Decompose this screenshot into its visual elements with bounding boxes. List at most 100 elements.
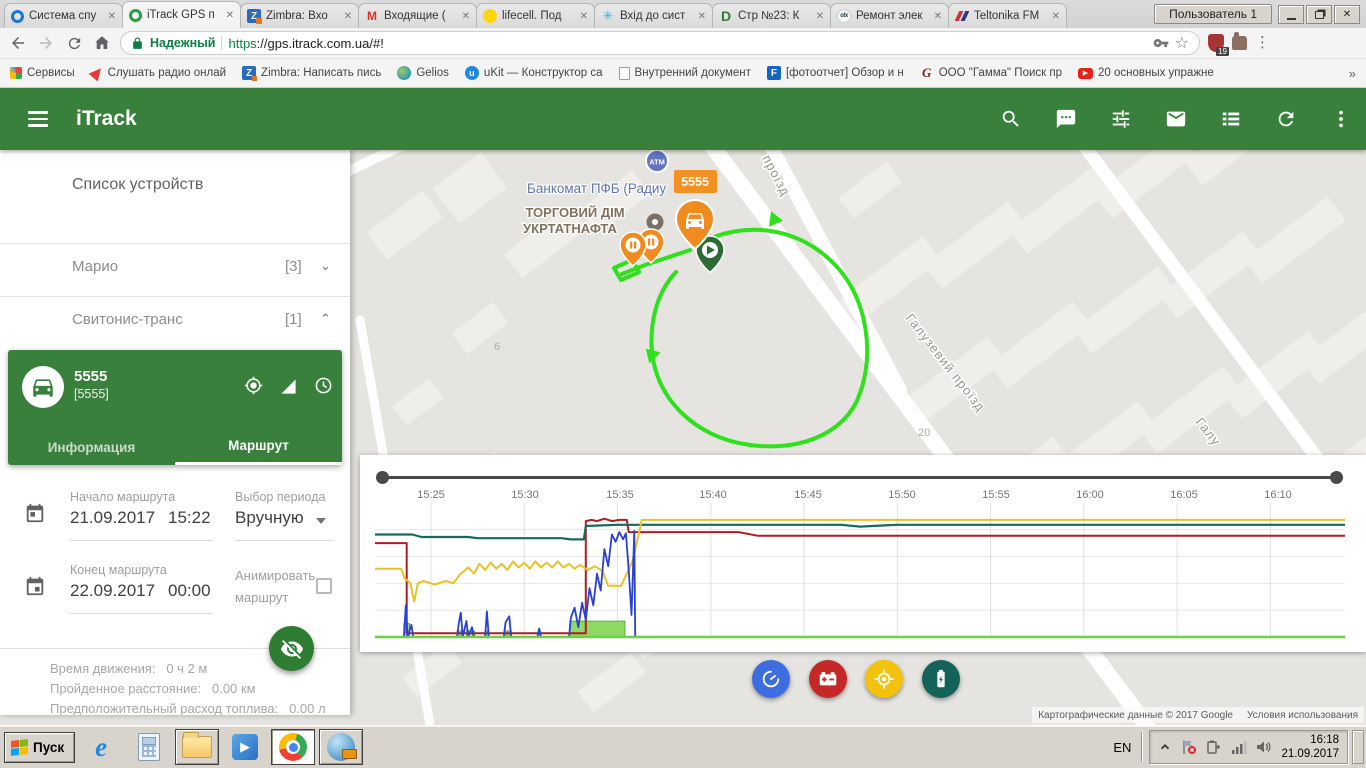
map-terms-link[interactable]: Условия использования bbox=[1247, 709, 1358, 721]
bookmark-gamma[interactable]: ООО "Гамма" Поиск пр bbox=[920, 66, 1062, 80]
tab-route[interactable]: Маршрут bbox=[175, 429, 342, 465]
address-bar[interactable]: Надежный https://gps.itrack.com.ua/#! ☆ bbox=[120, 31, 1200, 55]
bookmark-document[interactable]: Внутренний документ bbox=[618, 66, 751, 80]
network-plug-icon[interactable] bbox=[1206, 739, 1222, 755]
battery-chart-button[interactable] bbox=[922, 660, 960, 698]
bookmark-zimbra[interactable]: Zimbra: Написать пись bbox=[242, 66, 381, 81]
reload-icon[interactable] bbox=[64, 33, 84, 53]
tab-close-icon[interactable]: ✕ bbox=[107, 10, 116, 22]
back-icon[interactable] bbox=[8, 33, 28, 53]
tab-itrack[interactable]: iTrack GPS п ✕ bbox=[122, 1, 241, 28]
tab-close-icon[interactable]: ✕ bbox=[343, 10, 352, 22]
route-start-time[interactable]: 15:22 bbox=[168, 508, 211, 527]
speed-chart-button[interactable] bbox=[752, 660, 790, 698]
tab-gmail[interactable]: Входящие (✕ bbox=[358, 3, 477, 28]
history-clock-icon[interactable] bbox=[314, 376, 333, 400]
tab-close-icon[interactable]: ✕ bbox=[933, 10, 942, 22]
tab-close-icon[interactable]: ✕ bbox=[225, 9, 234, 21]
device-number-badge[interactable] bbox=[674, 170, 717, 193]
volume-icon[interactable] bbox=[1256, 739, 1272, 755]
tab-teltonika[interactable]: Teltonika FM ✕ bbox=[948, 3, 1067, 28]
tab-olx[interactable]: Ремонт элек ✕ bbox=[830, 3, 949, 28]
tab-information[interactable]: Информация bbox=[47, 439, 136, 455]
period-dropdown-arrow-icon[interactable] bbox=[316, 518, 326, 524]
time-tick: 15:30 bbox=[511, 489, 539, 501]
bookmark-star-icon[interactable]: ☆ bbox=[1174, 35, 1189, 52]
power-chart-button[interactable] bbox=[809, 660, 847, 698]
list-icon[interactable] bbox=[1220, 108, 1242, 130]
restore-button[interactable] bbox=[1306, 5, 1332, 24]
home-icon[interactable] bbox=[92, 33, 112, 53]
signal-strength-icon[interactable] bbox=[1231, 739, 1247, 755]
route-start-date[interactable]: 21.09.2017 bbox=[70, 508, 156, 527]
bookmark-radio[interactable]: Слушать радио онлай bbox=[88, 64, 226, 82]
bookmark-services[interactable]: Сервисы bbox=[10, 67, 75, 79]
chevron-up-icon[interactable]: ⌃ bbox=[320, 311, 331, 326]
tab-kyivstar[interactable]: Вхід до сист ✕ bbox=[594, 3, 713, 28]
pause-marker[interactable] bbox=[619, 231, 647, 267]
vehicle-marker[interactable] bbox=[674, 198, 716, 251]
filters-tune-icon[interactable] bbox=[1110, 108, 1132, 130]
mail-icon[interactable] bbox=[1165, 108, 1187, 130]
tab-close-icon[interactable]: ✕ bbox=[1051, 10, 1060, 22]
extension-hand-icon[interactable] bbox=[1232, 32, 1247, 50]
device-id: [5555] bbox=[74, 387, 109, 401]
tab-zimbra[interactable]: Zimbra: Вхо ✕ bbox=[240, 3, 359, 28]
taskbar-ie-icon[interactable]: e bbox=[95, 731, 108, 762]
tab-lifecell[interactable]: lifecell. Под ✕ bbox=[476, 3, 595, 28]
chat-icon[interactable] bbox=[1055, 108, 1077, 130]
taskbar-explorer-icon[interactable] bbox=[175, 729, 220, 765]
more-vertical-icon[interactable] bbox=[1330, 108, 1352, 130]
calendar-start-icon[interactable] bbox=[24, 502, 46, 529]
slider-handle-right[interactable] bbox=[1330, 470, 1343, 484]
user-profile-button[interactable]: Пользователь 1 bbox=[1154, 4, 1272, 24]
tab-close-icon[interactable]: ✕ bbox=[461, 10, 470, 22]
animate-route-checkbox[interactable] bbox=[316, 578, 332, 594]
device-group-mario[interactable]: Марио [3] ⌄ bbox=[0, 244, 350, 290]
tab-close-icon[interactable]: ✕ bbox=[815, 10, 824, 22]
route-end-date[interactable]: 22.09.2017 bbox=[70, 581, 156, 600]
url-path: ://gps.itrack.com.ua/#! bbox=[256, 35, 384, 51]
route-start-marker[interactable] bbox=[695, 235, 725, 274]
bookmark-photoreport[interactable]: [фотоотчет] Обзор и н bbox=[766, 66, 904, 80]
time-range-slider[interactable] bbox=[383, 476, 1337, 479]
tray-expand-chevron-icon[interactable] bbox=[1158, 740, 1172, 754]
bookmarks-overflow-chevron[interactable]: » bbox=[1348, 65, 1356, 81]
start-button[interactable]: Пуск bbox=[4, 731, 76, 763]
period-select-value[interactable]: Вручную bbox=[235, 508, 304, 527]
minimize-button[interactable] bbox=[1278, 5, 1304, 24]
menu-hamburger-icon[interactable] bbox=[28, 111, 48, 127]
taskbar-gps-app-icon[interactable] bbox=[319, 729, 364, 765]
tray-clock[interactable]: 16:18 21.09.2017 bbox=[1281, 733, 1339, 761]
show-desktop-button[interactable] bbox=[1352, 730, 1364, 764]
bookmark-ukit[interactable]: uKit — Конструктор са bbox=[464, 66, 603, 80]
tab-close-icon[interactable]: ✕ bbox=[697, 10, 706, 22]
device-card[interactable]: 5555 [5555] Информация Маршрут bbox=[8, 350, 342, 465]
gps-chart-button[interactable] bbox=[865, 660, 903, 698]
tab-close-icon[interactable]: ✕ bbox=[579, 10, 588, 22]
chevron-down-icon[interactable]: ⌄ bbox=[320, 258, 331, 273]
bookmark-youtube[interactable]: 20 основных упражне bbox=[1078, 67, 1214, 79]
taskbar-chrome-icon[interactable] bbox=[271, 729, 316, 765]
atm-poi-icon[interactable] bbox=[645, 150, 669, 173]
route-end-time[interactable]: 00:00 bbox=[168, 581, 211, 600]
language-indicator[interactable]: EN bbox=[1113, 739, 1132, 755]
device-group-svitonis[interactable]: Свитонис-транс [1] ⌃ bbox=[0, 297, 350, 343]
tab-system[interactable]: Система спу ✕ bbox=[4, 3, 123, 28]
slider-handle-left[interactable] bbox=[376, 470, 389, 484]
adblock-shield-icon[interactable]: 19 bbox=[1208, 34, 1229, 56]
forward-icon[interactable] bbox=[36, 33, 56, 53]
taskbar-mediaplayer-icon[interactable]: ▶ bbox=[223, 729, 267, 765]
taskbar-calculator-icon[interactable] bbox=[127, 729, 171, 765]
hide-route-fab[interactable] bbox=[269, 626, 314, 671]
bookmark-gelios[interactable]: Gelios bbox=[397, 66, 449, 80]
password-key-icon[interactable] bbox=[1153, 35, 1169, 51]
close-button[interactable]: ✕ bbox=[1334, 5, 1360, 24]
calendar-end-icon[interactable] bbox=[24, 575, 46, 602]
refresh-icon[interactable] bbox=[1275, 108, 1297, 130]
action-center-flag-icon[interactable] bbox=[1181, 739, 1197, 755]
chrome-menu-icon[interactable]: ⋮ bbox=[1255, 34, 1270, 51]
search-icon[interactable] bbox=[1000, 108, 1022, 130]
locate-device-icon[interactable] bbox=[244, 376, 263, 400]
tab-page23[interactable]: Стр №23: К ✕ bbox=[712, 3, 831, 28]
